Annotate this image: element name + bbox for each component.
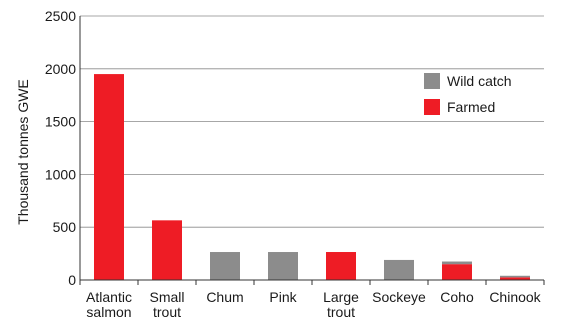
bar-wild-catch bbox=[500, 275, 530, 278]
x-tick-label: Small trout bbox=[149, 289, 184, 320]
bars bbox=[94, 74, 530, 280]
y-tick-labels: 0 500 1000 1500 2000 2500 bbox=[45, 8, 76, 288]
bar-farmed bbox=[152, 220, 182, 280]
x-tick-label: Large trout bbox=[323, 289, 359, 320]
bar-wild-catch bbox=[210, 252, 240, 280]
y-tick-label: 0 bbox=[68, 272, 76, 288]
x-tick-label: Chinook bbox=[489, 289, 541, 305]
y-tick-label: 2000 bbox=[45, 61, 76, 77]
legend-label: Wild catch bbox=[447, 73, 512, 89]
bar-wild-catch bbox=[442, 261, 472, 265]
x-tick-label: Sockeye bbox=[372, 289, 426, 305]
legend: Wild catch Farmed bbox=[424, 73, 512, 115]
x-tick-label: Pink bbox=[269, 289, 297, 305]
bar-farmed bbox=[500, 277, 530, 280]
gridlines bbox=[80, 15, 544, 228]
x-tick-labels: Atlantic salmon Small trout Chum Pink Large tro… bbox=[86, 289, 542, 320]
y-tick-label: 1000 bbox=[45, 166, 76, 182]
bar-farmed bbox=[442, 264, 472, 280]
bar-farmed bbox=[326, 252, 356, 280]
x-tick-label: Atlantic salmon bbox=[86, 289, 132, 320]
y-axis-title: Thousand tonnes GWE bbox=[15, 79, 31, 225]
bar-farmed bbox=[94, 74, 124, 280]
x-tick-label: Coho bbox=[440, 289, 474, 305]
y-tick-label: 500 bbox=[53, 219, 77, 235]
x-tick-label: Chum bbox=[206, 289, 243, 305]
axes bbox=[79, 16, 545, 285]
legend-label: Farmed bbox=[447, 99, 495, 115]
bar-wild-catch bbox=[384, 259, 414, 280]
legend-swatch bbox=[424, 99, 440, 115]
bar-wild-catch bbox=[268, 252, 298, 280]
legend-swatch bbox=[424, 73, 440, 89]
y-tick-label: 2500 bbox=[45, 8, 76, 24]
y-tick-label: 1500 bbox=[45, 114, 76, 130]
